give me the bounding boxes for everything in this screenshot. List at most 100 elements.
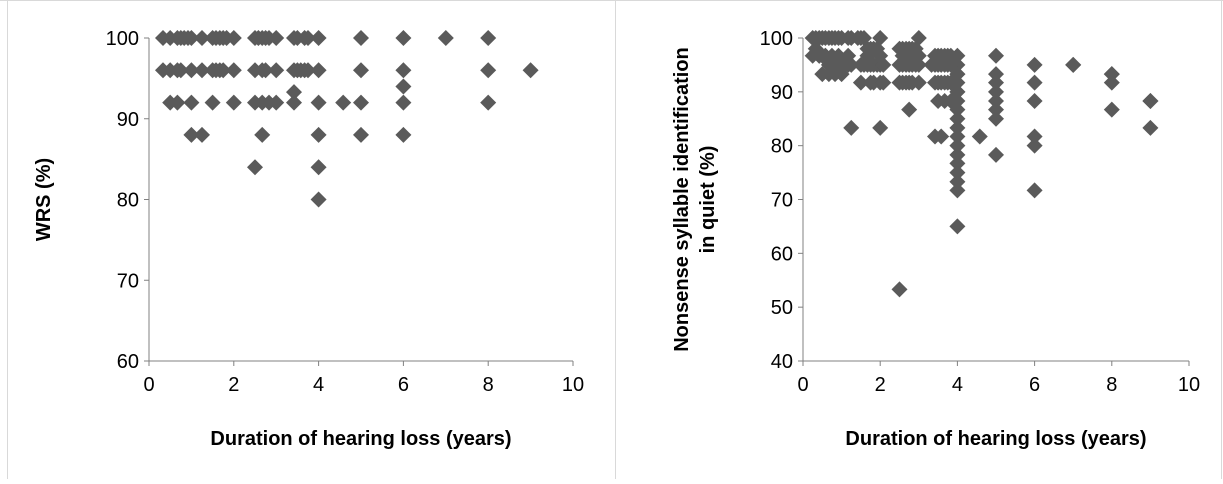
data-point [875, 56, 892, 73]
data-point [891, 281, 908, 298]
data-point [949, 164, 966, 181]
data-point [872, 47, 889, 64]
x-tick-label: 6 [1029, 374, 1040, 396]
data-point [395, 30, 412, 46]
data-point [1103, 66, 1120, 83]
data-point [268, 94, 285, 111]
y-axis-title: WRS (%) [33, 158, 55, 241]
data-point [910, 47, 927, 64]
data-point [480, 94, 497, 111]
data-point [395, 78, 412, 95]
x-tick-label: 6 [398, 374, 409, 396]
data-point [286, 94, 303, 111]
data-point [335, 94, 352, 111]
data-point [872, 30, 889, 46]
data-point [855, 30, 872, 46]
data-point [194, 126, 210, 143]
y-axis-title-line: Nonsense syllable identification [671, 47, 693, 352]
data-point [872, 119, 889, 136]
x-tick-label: 8 [1106, 374, 1117, 396]
data-point [353, 62, 369, 79]
data-point [254, 126, 271, 143]
data-point [1142, 119, 1159, 136]
nonsense-syllable-scatter-chart: 40 50 60 70 80 90 100 0 2 4 6 8 10 Duration of hearin… [671, 28, 1200, 450]
data-point [910, 74, 927, 91]
data-point [830, 47, 847, 64]
data-point [310, 94, 327, 111]
x-axis-title: Duration of hearing loss (years) [210, 428, 511, 450]
data-point [988, 83, 1004, 100]
data-point [286, 84, 303, 101]
data-point [310, 62, 327, 79]
data-point [1065, 56, 1082, 73]
data-point [194, 30, 210, 46]
y-tick-label: 60 [117, 351, 139, 373]
data-point [395, 62, 412, 79]
data-point [300, 30, 316, 46]
data-point [353, 94, 369, 111]
y-axis-title: Nonsense syllable identification in quiet… [671, 47, 719, 352]
data-point [215, 62, 232, 79]
data-point [1026, 56, 1043, 73]
y-tick-label: 70 [771, 190, 793, 212]
x-axis-title: Duration of hearing loss (years) [845, 428, 1146, 450]
data-point [875, 74, 892, 91]
data-point [840, 47, 857, 64]
data-point [949, 173, 966, 190]
data-point [988, 92, 1004, 109]
data-point [901, 47, 918, 64]
data-point [949, 218, 966, 235]
data-point [257, 62, 274, 79]
data-point [988, 47, 1004, 64]
data-point [437, 30, 454, 46]
data-point [183, 94, 200, 111]
data-point [910, 30, 927, 46]
data-point [988, 146, 1004, 163]
chart-panel-right: 40 50 60 70 80 90 100 0 2 4 6 8 10 Duration of hearin… [612, 0, 1223, 479]
data-point [310, 191, 327, 208]
y-tick-label: 60 [771, 243, 793, 265]
data-point [480, 30, 497, 46]
data-point [183, 62, 200, 79]
data-point [183, 126, 200, 143]
x-tick-label: 10 [1178, 374, 1200, 396]
data-point [949, 155, 966, 172]
data-point [988, 101, 1004, 118]
data-point [1026, 128, 1043, 145]
wrs-scatter-chart: 60 70 80 90 100 0 2 4 6 8 10 Duration of hearing lo… [33, 28, 584, 450]
frame-left-line [7, 0, 8, 479]
x-tick-label: 2 [228, 374, 239, 396]
data-point [988, 66, 1004, 83]
data-point [183, 30, 200, 46]
x-tick-label: 4 [313, 374, 324, 396]
data-point [310, 30, 327, 46]
data-point [949, 66, 966, 83]
data-point [1026, 182, 1043, 199]
data-point [1103, 101, 1120, 118]
y-tick-label: 50 [771, 297, 793, 319]
frame-top-line [0, 0, 1223, 1]
x-tick-label: 8 [483, 374, 494, 396]
y-axis-title-line: in quiet (%) [697, 146, 719, 254]
data-point [395, 126, 412, 143]
data-point [949, 56, 966, 73]
data-point [480, 62, 497, 79]
data-point [852, 74, 869, 91]
data-point [268, 62, 285, 79]
data-point [310, 159, 327, 176]
y-tick-label: 90 [771, 82, 793, 104]
y-tick-label: 100 [106, 28, 139, 50]
data-point [949, 119, 966, 136]
data-point [1103, 74, 1120, 91]
data-point [949, 128, 966, 145]
data-point [843, 119, 860, 136]
data-point [949, 83, 966, 100]
data-point [194, 62, 210, 79]
data-point [300, 62, 316, 79]
y-tick-label: 100 [760, 28, 793, 50]
data-point [933, 128, 950, 145]
data-point [169, 94, 186, 111]
data-point [225, 30, 242, 46]
y-tick-label: 70 [117, 270, 139, 292]
data-point [901, 101, 918, 118]
